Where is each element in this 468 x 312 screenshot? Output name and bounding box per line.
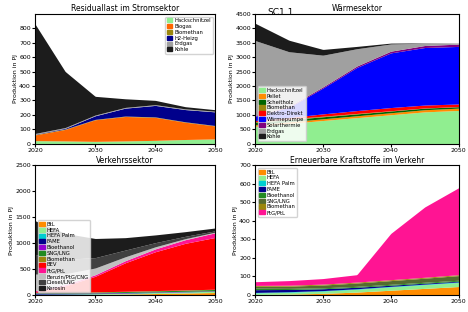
- Legend: BtL, HEFA, HEFA Palm, FAME, Bioethanol, SNG/LNG, Biomethan, FtG/PtL: BtL, HEFA, HEFA Palm, FAME, Bioethanol, …: [258, 168, 297, 217]
- Legend: BtL, HEFA, HEFA Palm, FAME, Bioethanol, SNG/LNG, Biomethan, BEV, FtG/PtL, Benzin: BtL, HEFA, HEFA Palm, FAME, Bioethanol, …: [38, 220, 90, 292]
- Y-axis label: Produktion in PJ: Produktion in PJ: [229, 54, 234, 103]
- Y-axis label: Produktion in PJ: Produktion in PJ: [13, 54, 18, 103]
- Title: Verkehrssektor: Verkehrssektor: [96, 156, 154, 165]
- Y-axis label: Produktion in PJ: Produktion in PJ: [233, 206, 238, 255]
- Legend: Hackschnitzel, Pellet, Scheitholz, Biomethan, Elektro-Direkt, Wärmepumpe, Solart: Hackschnitzel, Pellet, Scheitholz, Biome…: [258, 86, 306, 141]
- Title: Erneuerbare Kraftstoffe im Verkehr: Erneuerbare Kraftstoffe im Verkehr: [290, 156, 424, 165]
- Title: Residuallast im Stromsektor: Residuallast im Stromsektor: [71, 4, 179, 13]
- Legend: Hackschnitzel, Biogas, Biomethan, H2-Heizg, Erdgas, Kohle: Hackschnitzel, Biogas, Biomethan, H2-Hei…: [166, 17, 212, 54]
- Title: Wärmesektor: Wärmesektor: [331, 4, 382, 13]
- Text: SC1.1: SC1.1: [268, 8, 294, 17]
- Y-axis label: Produktion in PJ: Produktion in PJ: [9, 206, 14, 255]
